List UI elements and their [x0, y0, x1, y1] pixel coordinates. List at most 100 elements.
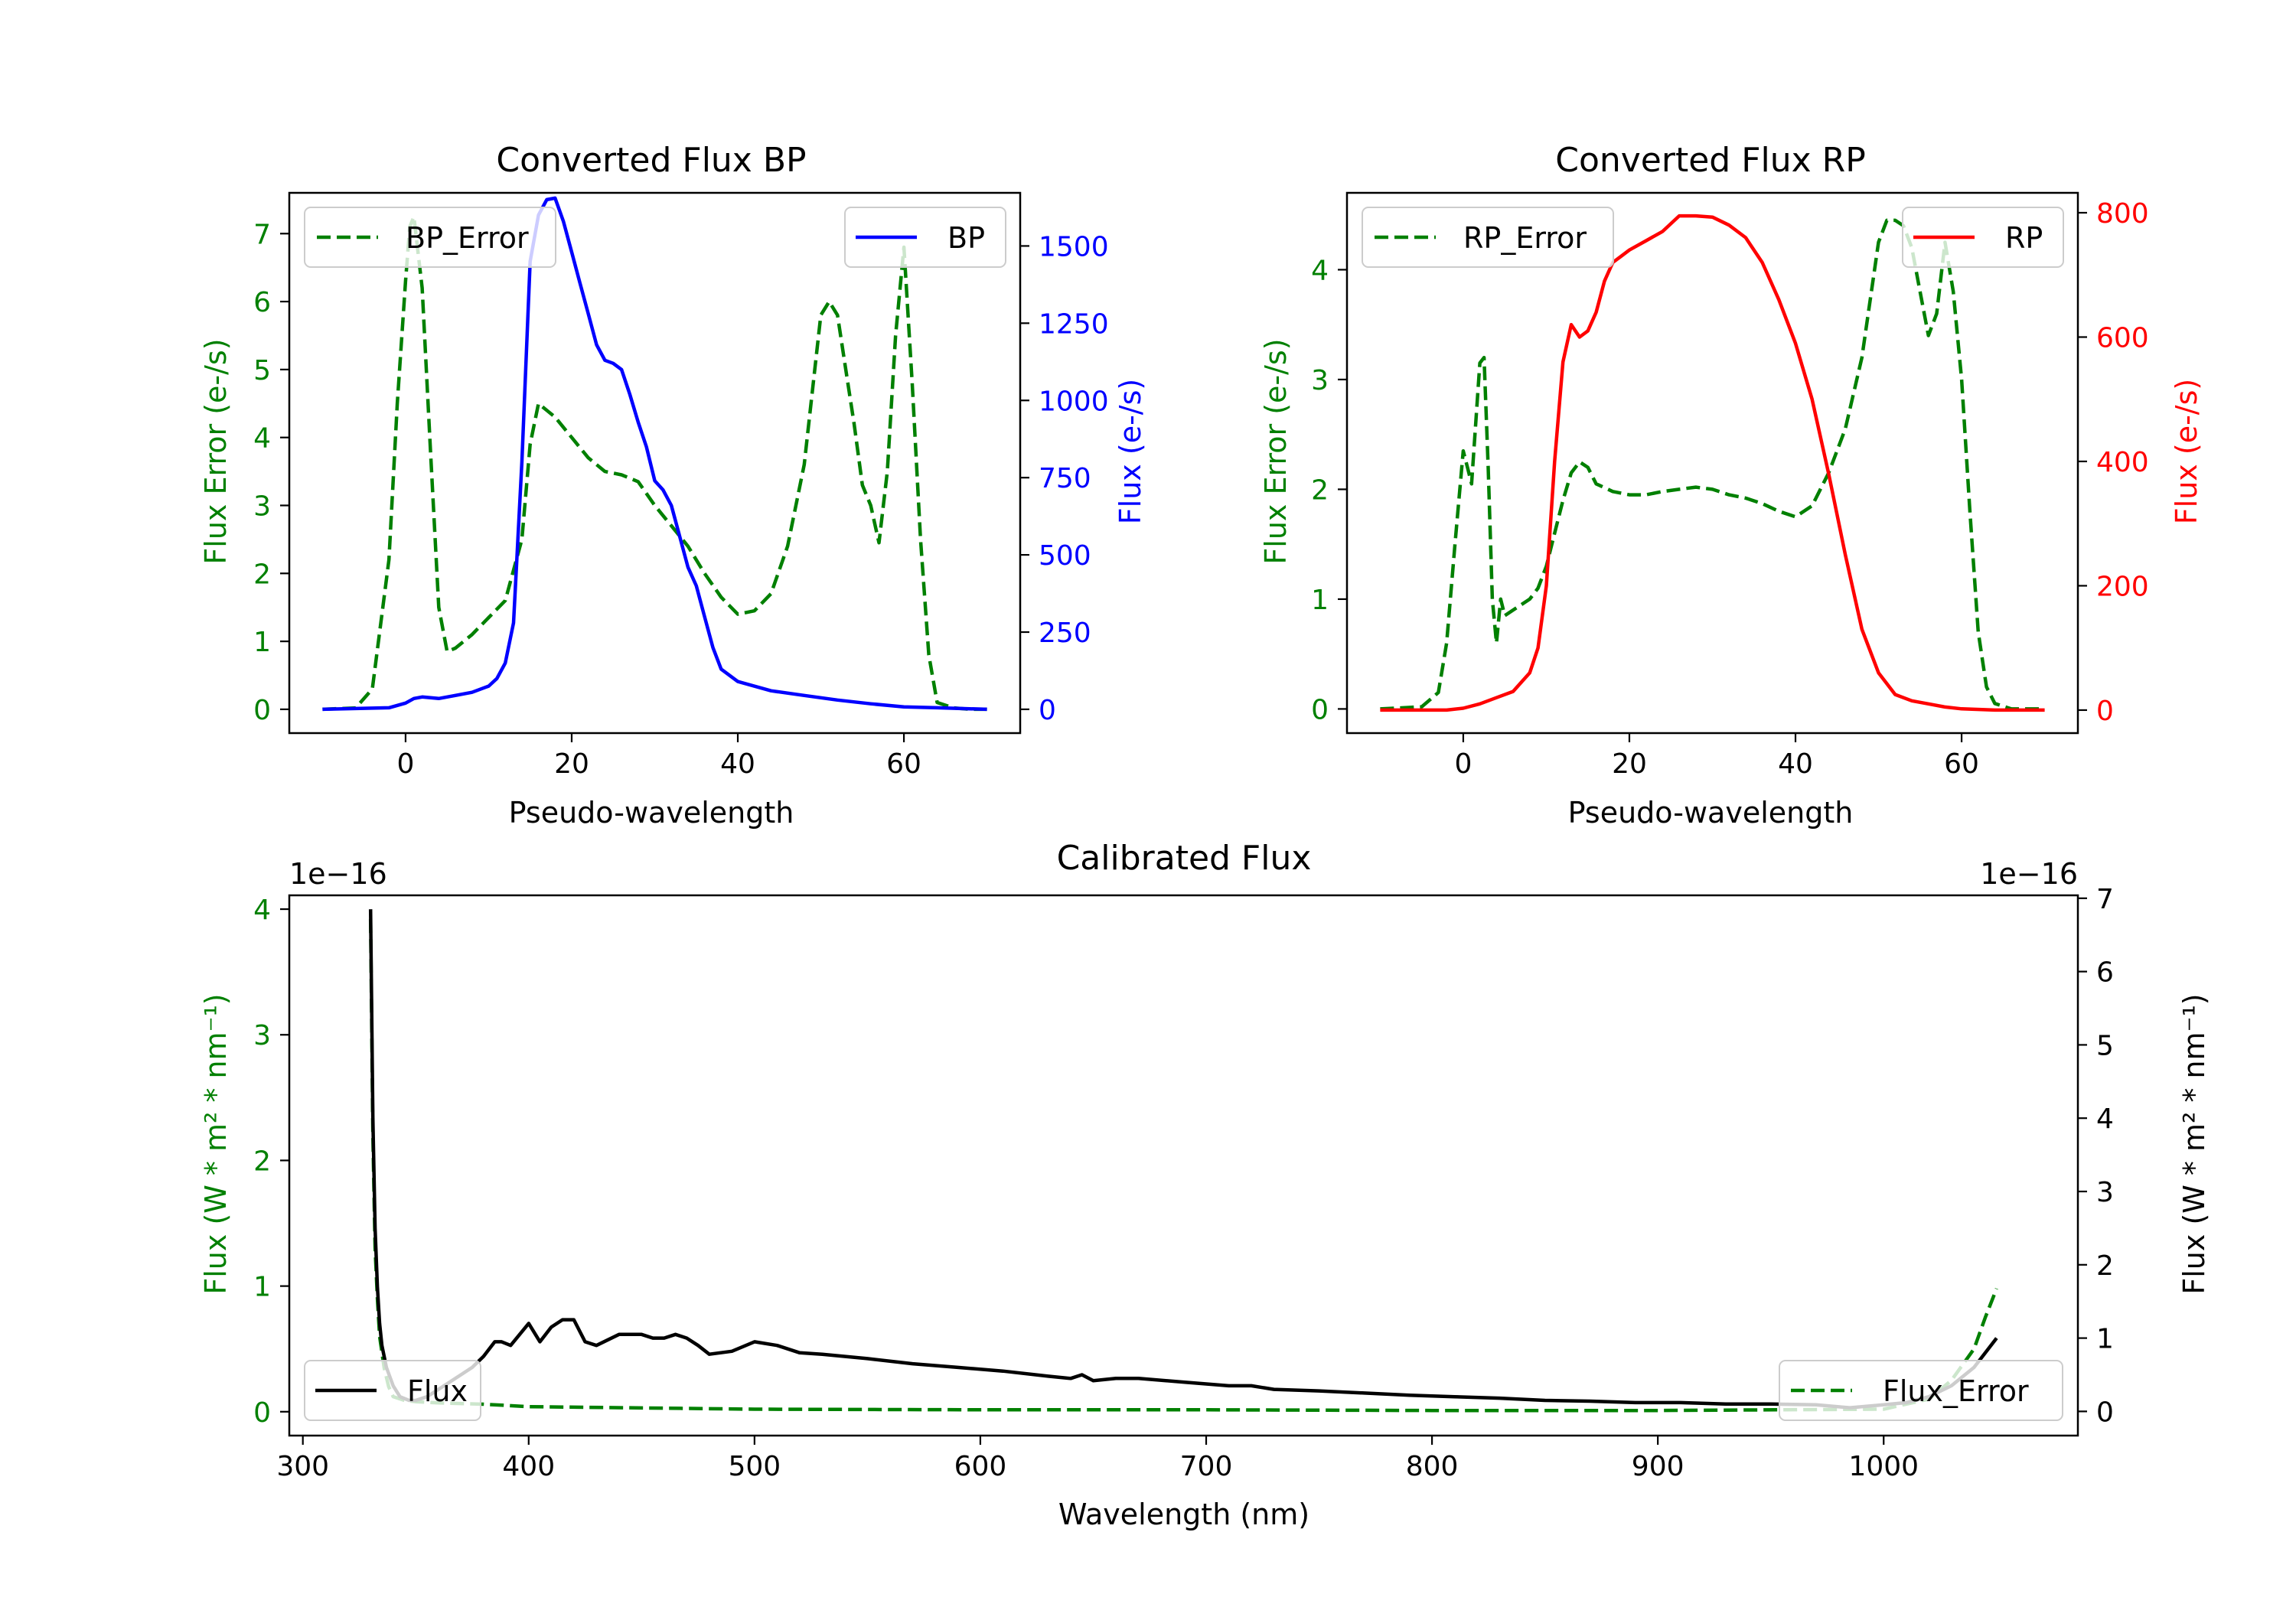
right-tick-label: 600 [2096, 322, 2149, 354]
left-tick-label: 3 [1311, 365, 1329, 396]
legend-label: RP_Error [1463, 221, 1587, 255]
x-tick-label: 600 [954, 1451, 1007, 1482]
legend-box [1779, 1360, 2063, 1421]
series-bp-error-line [322, 214, 987, 712]
right-tick-label: 500 [1039, 540, 1091, 572]
bp-plot-frame [288, 191, 1022, 735]
cal-right-offset: 1e−16 [1980, 857, 2078, 891]
bp-lines [322, 196, 987, 712]
subplot-calibrated: Calibrated Flux Wavelength (nm) 1e−16 1e… [199, 839, 2211, 1531]
left-tick-label: 0 [253, 1397, 271, 1429]
cal-legend-error: Flux_Error [1779, 1360, 2063, 1421]
rp-legend-flux: RP [1902, 207, 2064, 268]
left-tick-label: 1 [1311, 585, 1329, 616]
left-tick-label: 7 [253, 219, 271, 250]
x-tick-label: 60 [1944, 748, 1979, 780]
left-tick-label: 4 [253, 895, 271, 926]
x-tick-label: 0 [396, 748, 414, 780]
legend-label: Flux_Error [1883, 1374, 2029, 1408]
right-tick-label: 750 [1039, 463, 1091, 494]
bp-right-ticks: 0 250 500 750 1000 1250 1500 [1020, 231, 1109, 726]
series-bp-line [322, 196, 987, 712]
legend-box [844, 207, 1006, 268]
left-tick-label: 6 [253, 287, 271, 318]
left-tick-label: 1 [253, 1272, 271, 1303]
right-tick-label: 1 [2096, 1324, 2114, 1355]
rp-plot-frame [1345, 191, 2079, 735]
right-tick-label: 0 [2096, 696, 2114, 727]
legend-box [304, 207, 556, 268]
x-tick-label: 300 [276, 1451, 329, 1482]
right-tick-label: 1500 [1039, 231, 1109, 262]
right-tick-label: 7 [2096, 884, 2114, 915]
x-tick-label: 60 [886, 748, 921, 780]
legend-label: RP [2005, 221, 2043, 255]
cal-title: Calibrated Flux [1057, 839, 1312, 878]
left-tick-label: 0 [1311, 694, 1329, 725]
rp-x-ticks: 0 20 40 60 [1454, 733, 1979, 780]
right-tick-label: 200 [2096, 571, 2149, 602]
cal-legend-flux: Flux [304, 1360, 481, 1421]
cal-x-ticks: 300 400 500 600 700 800 900 1000 [276, 1436, 1919, 1482]
bp-left-ylabel: Flux Error (e-/s) [199, 338, 233, 564]
right-tick-label: 4 [2096, 1103, 2114, 1135]
left-tick-label: 0 [253, 695, 271, 726]
cal-right-ylabel: Flux (W * m² * nm⁻¹) [2177, 993, 2211, 1294]
rp-left-ticks: 0 1 2 3 4 [1311, 255, 1347, 725]
legend-box [304, 1360, 481, 1421]
bp-x-ticks: 0 20 40 60 [396, 733, 921, 780]
left-tick-label: 4 [253, 423, 271, 455]
x-tick-label: 900 [1632, 1451, 1684, 1482]
rp-right-ticks: 0 200 400 600 800 [2078, 198, 2149, 727]
right-tick-label: 800 [2096, 198, 2149, 230]
left-tick-label: 3 [253, 1020, 271, 1051]
cal-plot-frame [288, 894, 2079, 1437]
left-tick-label: 1 [253, 627, 271, 658]
legend-box [1362, 207, 1614, 268]
x-tick-label: 700 [1180, 1451, 1233, 1482]
legend-label: BP_Error [406, 221, 529, 255]
left-tick-label: 3 [253, 491, 271, 523]
bp-title: Converted Flux BP [496, 141, 806, 180]
cal-left-offset: 1e−16 [289, 857, 387, 891]
right-tick-label: 250 [1039, 618, 1091, 649]
left-tick-label: 5 [253, 355, 271, 386]
left-tick-label: 4 [1311, 255, 1329, 286]
series-rp-line [1380, 214, 2045, 712]
legend-label: BP [947, 221, 985, 255]
left-tick-label: 2 [253, 559, 271, 590]
right-tick-label: 0 [1039, 695, 1056, 726]
x-tick-label: 20 [554, 748, 589, 780]
series-rp-error-line [1380, 218, 2045, 711]
right-tick-label: 0 [2096, 1397, 2114, 1428]
legend-box [1902, 207, 2064, 268]
x-tick-label: 400 [502, 1451, 555, 1482]
x-tick-label: 500 [728, 1451, 781, 1482]
bp-left-ticks: 0 1 2 3 4 5 6 7 [253, 219, 289, 726]
right-tick-label: 5 [2096, 1030, 2114, 1061]
x-tick-label: 20 [1612, 748, 1647, 780]
rp-xlabel: Pseudo-wavelength [1568, 796, 1854, 830]
left-tick-label: 2 [253, 1146, 271, 1177]
cal-left-ylabel: Flux (W * m² * nm⁻¹) [199, 993, 233, 1294]
right-tick-label: 3 [2096, 1177, 2114, 1208]
right-tick-label: 400 [2096, 447, 2149, 478]
x-tick-label: 1000 [1848, 1451, 1919, 1482]
cal-xlabel: Wavelength (nm) [1058, 1498, 1309, 1531]
cal-right-ticks: 0 1 2 3 4 5 6 7 [2078, 884, 2114, 1428]
rp-right-ylabel: Flux (e-/s) [2170, 379, 2203, 524]
rp-legend-error: RP_Error [1362, 207, 1614, 268]
legend-label: Flux [407, 1374, 468, 1408]
cal-left-ticks: 0 1 2 3 4 [253, 895, 289, 1429]
bp-legend-flux: BP [844, 207, 1006, 268]
x-tick-label: 40 [1778, 748, 1813, 780]
right-tick-label: 1250 [1039, 308, 1109, 340]
subplot-rp: Converted Flux RP Pseudo-wavelength Flux… [1259, 141, 2203, 830]
rp-lines [1380, 214, 2045, 712]
right-tick-label: 2 [2096, 1250, 2114, 1282]
x-tick-label: 40 [720, 748, 755, 780]
rp-left-ylabel: Flux Error (e-/s) [1259, 338, 1293, 564]
x-tick-label: 800 [1406, 1451, 1459, 1482]
right-tick-label: 6 [2096, 957, 2114, 989]
